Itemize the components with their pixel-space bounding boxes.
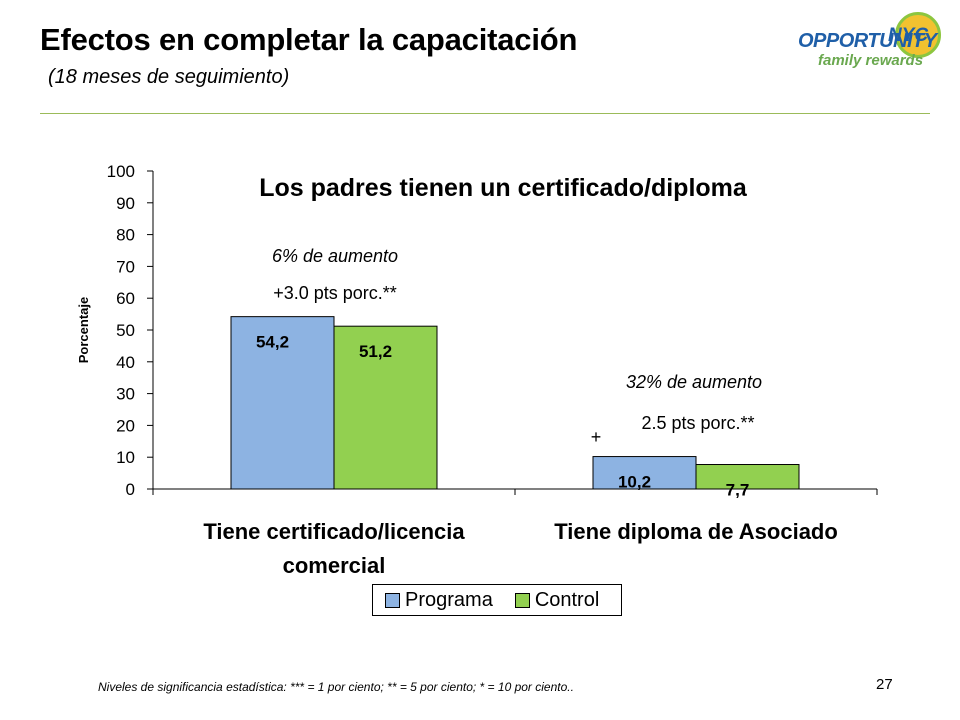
y-axis-label: Porcentaje	[76, 297, 91, 363]
y-tick-label: 40	[116, 353, 135, 372]
title-divider	[40, 113, 930, 114]
logo-circle	[895, 12, 941, 58]
annotation-percent-increase: 32% de aumento	[626, 372, 762, 392]
chart-title: Los padres tienen un certificado/diploma	[259, 174, 748, 202]
logo-nyc: NYC	[888, 25, 929, 46]
bar-programa-0	[230, 316, 335, 490]
y-tick-label: 10	[116, 448, 135, 467]
opportunity-nyc-logo: OPPORTUNITY NYC family rewards	[790, 12, 941, 74]
chart-legend: Programa Control	[372, 584, 622, 616]
y-tick-label: 60	[116, 289, 135, 308]
y-tick-label: 100	[107, 162, 135, 181]
slide-subtitle: (18 meses de seguimiento)	[48, 66, 290, 88]
annotation-points: +3.0 pts porc.**	[273, 283, 397, 303]
bar-control-0	[333, 325, 438, 490]
category-label: comercial	[283, 553, 386, 578]
y-tick-label: 0	[126, 480, 135, 499]
logo-word: OPPORTUNITY	[798, 30, 937, 52]
logo-tagline: family rewards	[818, 52, 924, 69]
category-label: Tiene diploma de Asociado	[554, 519, 838, 544]
data-label: 54,2	[256, 333, 289, 352]
y-tick-label: 80	[116, 226, 135, 245]
significance-marker: +	[591, 427, 602, 447]
category-label: Tiene certificado/licencia	[203, 519, 465, 544]
annotation-percent-increase: 6% de aumento	[272, 246, 398, 266]
y-tick-label: 50	[116, 321, 135, 340]
page-number: 27	[876, 676, 893, 693]
bar-control-1	[695, 464, 800, 490]
y-tick-label: 90	[116, 194, 135, 213]
data-label: 7,7	[726, 481, 750, 500]
data-label: 51,2	[359, 342, 392, 361]
annotation-points: 2.5 pts porc.**	[641, 413, 754, 433]
legend-swatch-programa	[385, 592, 400, 608]
data-label: 10,2	[618, 473, 651, 492]
bar-programa-1	[592, 456, 697, 490]
legend-label-programa: Programa	[405, 588, 493, 611]
legend-item-control: Control	[514, 588, 600, 612]
y-tick-label: 70	[116, 257, 135, 276]
significance-footnote: Niveles de significancia estadística: **…	[98, 680, 574, 694]
y-tick-label: 20	[116, 416, 135, 435]
slide-title: Efectos en completar la capacitación	[40, 22, 578, 57]
legend-swatch-control	[514, 592, 530, 608]
legend-label-control: Control	[534, 588, 600, 611]
y-tick-label: 30	[116, 385, 135, 404]
legend-item-programa: Programa	[385, 589, 493, 612]
